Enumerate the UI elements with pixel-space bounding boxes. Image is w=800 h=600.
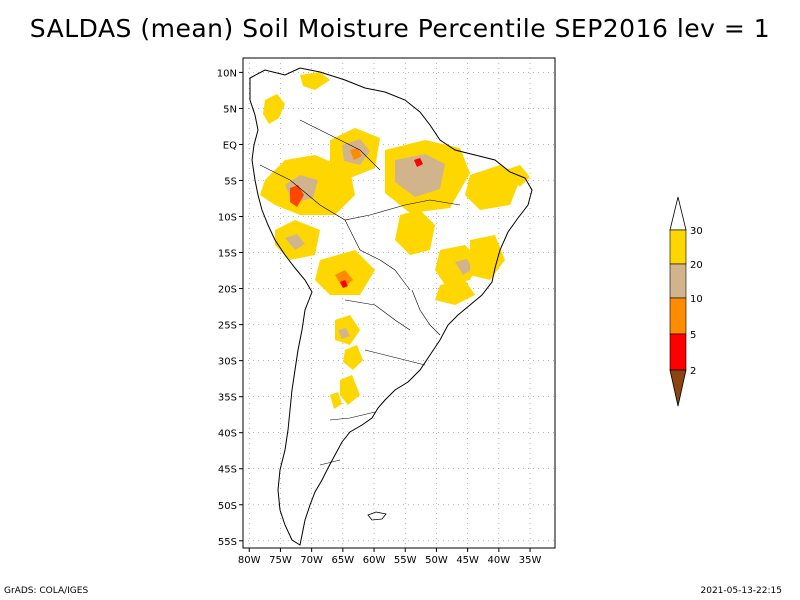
anomaly-yellow-central-brazil bbox=[395, 210, 435, 255]
lon-label: 55W bbox=[394, 555, 417, 566]
lat-label: 5S bbox=[224, 177, 237, 188]
anomaly-tan-east-amazon bbox=[395, 154, 445, 197]
colorbar-arrow-bottom bbox=[669, 369, 687, 407]
lat-label: 15S bbox=[218, 249, 237, 260]
lon-label: 60W bbox=[363, 555, 386, 566]
colorbar-level-label: 20 bbox=[690, 260, 703, 271]
anomaly-red-bolivia bbox=[340, 280, 348, 288]
colorbar-level-label: 30 bbox=[690, 226, 703, 237]
colorbar bbox=[669, 196, 687, 407]
anomaly-yellow-argentina-south bbox=[330, 392, 342, 409]
anomaly-yellow-paraguay bbox=[335, 315, 360, 345]
lon-label: 65W bbox=[332, 555, 355, 566]
lat-label: 30S bbox=[218, 357, 237, 368]
anomaly-yellow-saopaulo bbox=[435, 280, 475, 305]
lon-label: 45W bbox=[456, 555, 479, 566]
footer-timestamp: 2021-05-13-22:15 bbox=[700, 586, 783, 596]
anomaly-yellow-argentina-central bbox=[340, 375, 360, 405]
colorbar-level-label: 2 bbox=[690, 366, 696, 377]
lon-label: 40W bbox=[488, 555, 511, 566]
lon-label: 75W bbox=[269, 555, 292, 566]
lat-label: 45S bbox=[218, 465, 237, 476]
falkland-islands bbox=[367, 511, 387, 521]
lat-label: 10S bbox=[218, 213, 237, 224]
colorbar-band-2-5 bbox=[669, 333, 687, 371]
anomaly-yellow-northeast bbox=[465, 165, 520, 210]
lat-label: EQ bbox=[223, 140, 237, 151]
lat-label: 25S bbox=[218, 321, 237, 332]
longitude-labels: 80W 75W 70W 65W 60W 55W 50W 45W 40W 35W bbox=[238, 548, 542, 566]
lat-label: 55S bbox=[218, 537, 237, 548]
anomaly-yellow-northeast-coast bbox=[505, 165, 530, 187]
colorbar-labels: 30 20 10 5 2 bbox=[690, 226, 703, 377]
colorbar-arrow-top bbox=[669, 196, 687, 231]
colorbar-band-10-20 bbox=[669, 263, 687, 299]
colorbar-band-20-30 bbox=[669, 229, 687, 265]
anomaly-tan-goias bbox=[455, 259, 473, 275]
lat-label: 50S bbox=[218, 501, 237, 512]
colorbar-level-label: 5 bbox=[690, 330, 696, 341]
lat-label: 35S bbox=[218, 393, 237, 404]
soil-moisture-anomalies bbox=[260, 72, 530, 409]
lon-label: 35W bbox=[519, 555, 542, 566]
anomaly-tan-paraguay bbox=[338, 328, 350, 339]
lat-label: 10N bbox=[217, 68, 237, 79]
anomaly-orange-bolivia bbox=[335, 270, 353, 288]
continent-outline bbox=[249, 67, 533, 546]
anomaly-red-peru bbox=[290, 185, 304, 207]
lat-label: 20S bbox=[218, 285, 237, 296]
lon-label: 70W bbox=[300, 555, 323, 566]
anomaly-yellow-minas bbox=[470, 235, 505, 280]
lat-label: 40S bbox=[218, 429, 237, 440]
latitude-labels: 10N 5N EQ 5S 10S 15S 20S 25S 30S 35S 40S 45S 50S 55S bbox=[217, 68, 243, 548]
lat-label: 5N bbox=[223, 104, 237, 115]
footer-credit: GrADS: COLA/IGES bbox=[4, 586, 89, 596]
anomaly-yellow-argentina-north bbox=[343, 345, 363, 370]
anomaly-yellow-venezuela bbox=[300, 72, 330, 90]
colorbar-level-label: 10 bbox=[690, 294, 703, 305]
anomaly-yellow-colombia bbox=[263, 94, 285, 124]
lon-label: 80W bbox=[238, 555, 261, 566]
lon-label: 50W bbox=[425, 555, 448, 566]
anomaly-tan-peru bbox=[285, 234, 305, 250]
colorbar-band-5-10 bbox=[669, 297, 687, 335]
map-frame bbox=[242, 57, 556, 549]
anomaly-orange-central-amazon bbox=[350, 148, 362, 160]
country-borders bbox=[259, 119, 461, 466]
anomaly-red-east-amazon bbox=[414, 158, 423, 167]
chart-title: SALDAS (mean) Soil Moisture Percentile S… bbox=[29, 14, 771, 43]
